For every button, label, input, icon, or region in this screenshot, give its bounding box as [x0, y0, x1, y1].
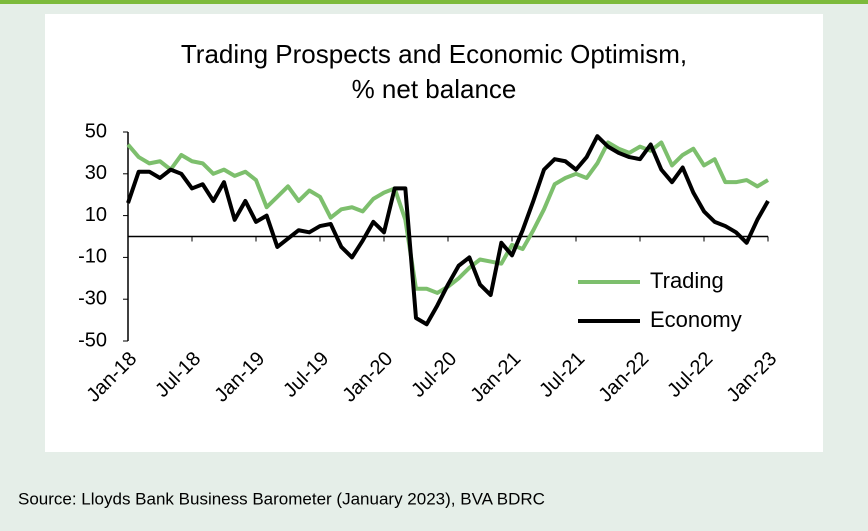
y-tick-label: -50: [78, 329, 107, 351]
y-tick-label: 30: [85, 162, 107, 184]
chart-panel: [45, 14, 823, 452]
y-tick-label: -10: [78, 246, 107, 268]
chart-title: % net balance: [352, 74, 517, 104]
legend-label: Trading: [650, 268, 724, 293]
source-note: Source: Lloyds Bank Business Barometer (…: [18, 489, 545, 508]
legend-label: Economy: [650, 307, 742, 332]
y-tick-label: 50: [85, 120, 107, 142]
series-line: [126, 134, 770, 327]
y-tick-label: -30: [78, 287, 107, 309]
chart-title: Trading Prospects and Economic Optimism,: [181, 39, 687, 69]
top-bar: [0, 0, 868, 4]
y-tick-label: 10: [85, 204, 107, 226]
